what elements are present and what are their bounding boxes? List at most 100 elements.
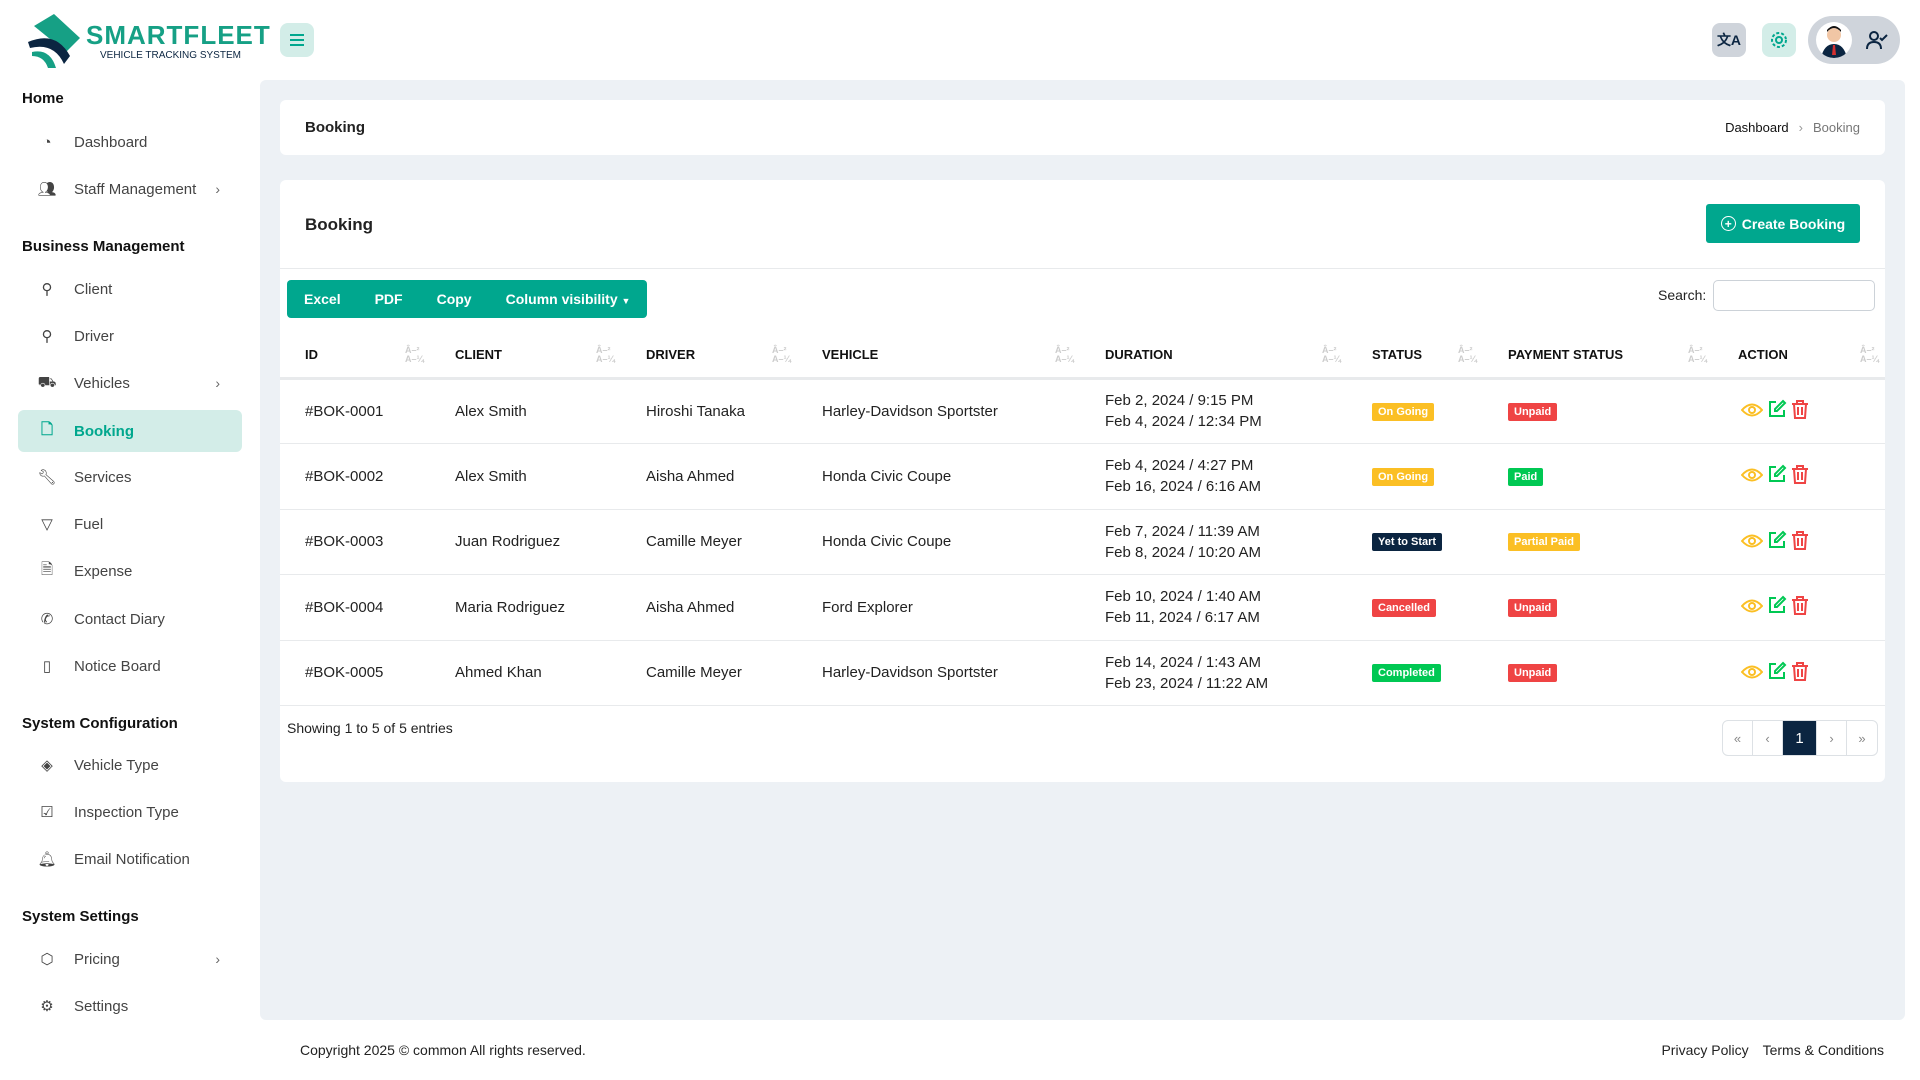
sidebar-item-dashboard[interactable]: ◔ Dashboard [18,121,242,163]
column-header-driver[interactable]: DRIVER Â–² A–¼ [621,332,797,380]
breadcrumb-dashboard[interactable]: Dashboard [1725,120,1789,135]
language-button[interactable]: 文A [1712,23,1746,57]
column-header-payment-status[interactable]: PAYMENT STATUS Â–² A–¼ [1483,332,1713,380]
payment-status-badge: Unpaid [1508,664,1558,683]
cell-driver: Aisha Ahmed [621,443,797,510]
sidebar-item-pricing[interactable]: ⬡ Pricing › [18,938,242,980]
sidebar-item-vehicles[interactable]: ⛟ Vehicles › [18,362,242,404]
view-icon[interactable] [1740,597,1764,615]
create-booking-label: Create Booking [1741,215,1846,232]
sidebar-item-driver[interactable]: ⚲ Driver [18,315,242,357]
cell-payment-status: Partial Paid [1483,509,1713,575]
search-input[interactable] [1713,280,1875,311]
cell-duration: Feb 7, 2024 / 11:39 AM Feb 8, 2024 / 10:2… [1080,509,1347,575]
filter-icon: ▽ [41,516,53,533]
duration-start: Feb 14, 2024 / 1:43 AM [1105,653,1261,671]
cell-duration: Feb 4, 2024 / 4:27 PM Feb 16, 2024 / 6:16… [1080,443,1347,510]
column-header-status[interactable]: STATUS Â–² A–¼ [1347,332,1483,380]
sort-icon: Â–² A–¼ [595,345,615,364]
user-menu[interactable] [1808,16,1900,64]
sidebar-item-vehicle-type[interactable]: ◈ Vehicle Type [18,744,242,786]
sidebar-item-notice-board[interactable]: ▯ Notice Board [18,645,242,687]
create-booking-button[interactable]: + Create Booking [1706,204,1860,243]
divider [280,268,1885,269]
cell-id: #BOK-0001 [280,378,430,444]
cell-action [1713,640,1885,706]
logo-mark-icon [28,14,80,68]
settings-button[interactable] [1762,23,1796,57]
copyright: Copyright 2025 © common All rights reser… [300,1042,586,1058]
copy-button[interactable]: Copy [436,291,472,307]
sidebar-item-contact-diary[interactable]: ✆ Contact Diary [18,598,242,640]
logo[interactable]: SMARTFLEET VEHICLE TRACKING SYSTEM [26,12,270,68]
cell-id: #BOK-0004 [280,574,430,641]
pagination: « ‹ 1 › » [1722,720,1878,756]
view-icon[interactable] [1740,663,1764,681]
cell-vehicle: Ford Explorer [797,574,1080,641]
sort-icon: Â–² A–¼ [1321,345,1341,364]
delete-icon[interactable] [1791,595,1809,616]
next-page-button[interactable]: › [1817,721,1847,755]
sidebar-item-client[interactable]: ⚲ Client [18,268,242,310]
layers-icon: ◈ [41,757,53,774]
sidebar-item-fuel[interactable]: ▽ Fuel [18,503,242,545]
column-visibility-button[interactable]: Column visibility ▼ [489,291,648,307]
delete-icon[interactable] [1791,464,1809,485]
delete-icon[interactable] [1791,530,1809,550]
cell-driver: Aisha Ahmed [621,574,797,641]
sidebar-item-label: Client [74,280,113,298]
sidebar-item-staff-management[interactable]: 👥︎ Staff Management › [18,168,242,210]
cell-client: Maria Rodriguez [430,574,621,641]
first-page-button[interactable]: « [1723,721,1753,755]
view-icon[interactable] [1740,401,1764,419]
check-circle-icon: ☑ [40,804,54,821]
view-icon[interactable] [1740,466,1764,484]
sidebar-item-label: Inspection Type [74,803,179,821]
sidebar-item-expense[interactable]: 🗎︎ Expense [18,550,242,592]
menu-toggle-button[interactable] [280,23,314,57]
last-page-button[interactable]: » [1858,730,1866,746]
edit-icon[interactable] [1767,464,1787,484]
column-header-id[interactable]: ID Â–² A–¼ [280,332,430,380]
brand-tagline: VEHICLE TRACKING SYSTEM [100,50,241,61]
edit-icon[interactable] [1767,595,1787,615]
terms-link[interactable]: Terms & Conditions [1762,1042,1884,1058]
edit-icon[interactable] [1767,661,1787,681]
cell-client: Alex Smith [430,443,621,510]
delete-icon[interactable] [1791,661,1809,681]
sidebar-item-label: Services [74,468,132,486]
sidebar-item-email-notification[interactable]: 🔔︎ Email Notification [18,838,242,880]
privacy-policy-link[interactable]: Privacy Policy [1661,1042,1749,1058]
payment-status-badge: Unpaid [1508,402,1558,421]
footer-links: Privacy Policy Terms & Conditions [1661,1042,1884,1058]
edit-icon[interactable] [1767,399,1787,419]
column-header-duration[interactable]: DURATION Â–² A–¼ [1080,332,1347,380]
chevron-right-icon: › [1798,120,1804,135]
sidebar-item-booking[interactable]: 🗋︎ Booking [18,410,242,452]
sidebar-item-services[interactable]: 🔧︎ Services [18,456,242,498]
excel-button[interactable]: Excel [304,291,341,307]
pdf-button[interactable]: PDF [374,291,403,307]
table-row: #BOK-0001 Alex Smith Hiroshi Tanaka Harl… [280,378,1885,444]
prev-page-button[interactable]: ‹ [1753,721,1783,755]
column-header-client[interactable]: CLIENT Â–² A–¼ [430,332,621,380]
sort-icon: Â–² A–¼ [1859,345,1879,364]
duration-end: Feb 11, 2024 / 6:17 AM [1105,609,1260,627]
duration-end: Feb 16, 2024 / 6:16 AM [1105,478,1261,496]
brand-name: SMARTFLEET [86,20,271,50]
sidebar-item-label: Fuel [74,515,104,533]
sidebar-item-settings[interactable]: ⚙ Settings [18,985,242,1027]
view-icon[interactable] [1740,532,1764,550]
delete-icon[interactable] [1791,399,1809,420]
edit-icon[interactable] [1767,530,1787,550]
cell-payment-status: Unpaid [1483,574,1713,641]
sidebar-section-system-settings: System Settings [22,908,139,925]
sidebar-item-inspection-type[interactable]: ☑ Inspection Type [18,791,242,833]
column-header-vehicle[interactable]: VEHICLE Â–² A–¼ [797,332,1080,380]
page-1-button[interactable]: 1 [1783,721,1817,755]
cell-payment-status: Unpaid [1483,378,1713,444]
plus-circle-icon: + [1720,216,1736,231]
cell-vehicle: Harley-Davidson Sportster [797,378,1080,444]
sidebar-section-home: Home [22,90,64,107]
column-header-action[interactable]: ACTION Â–² A–¼ [1713,332,1885,380]
